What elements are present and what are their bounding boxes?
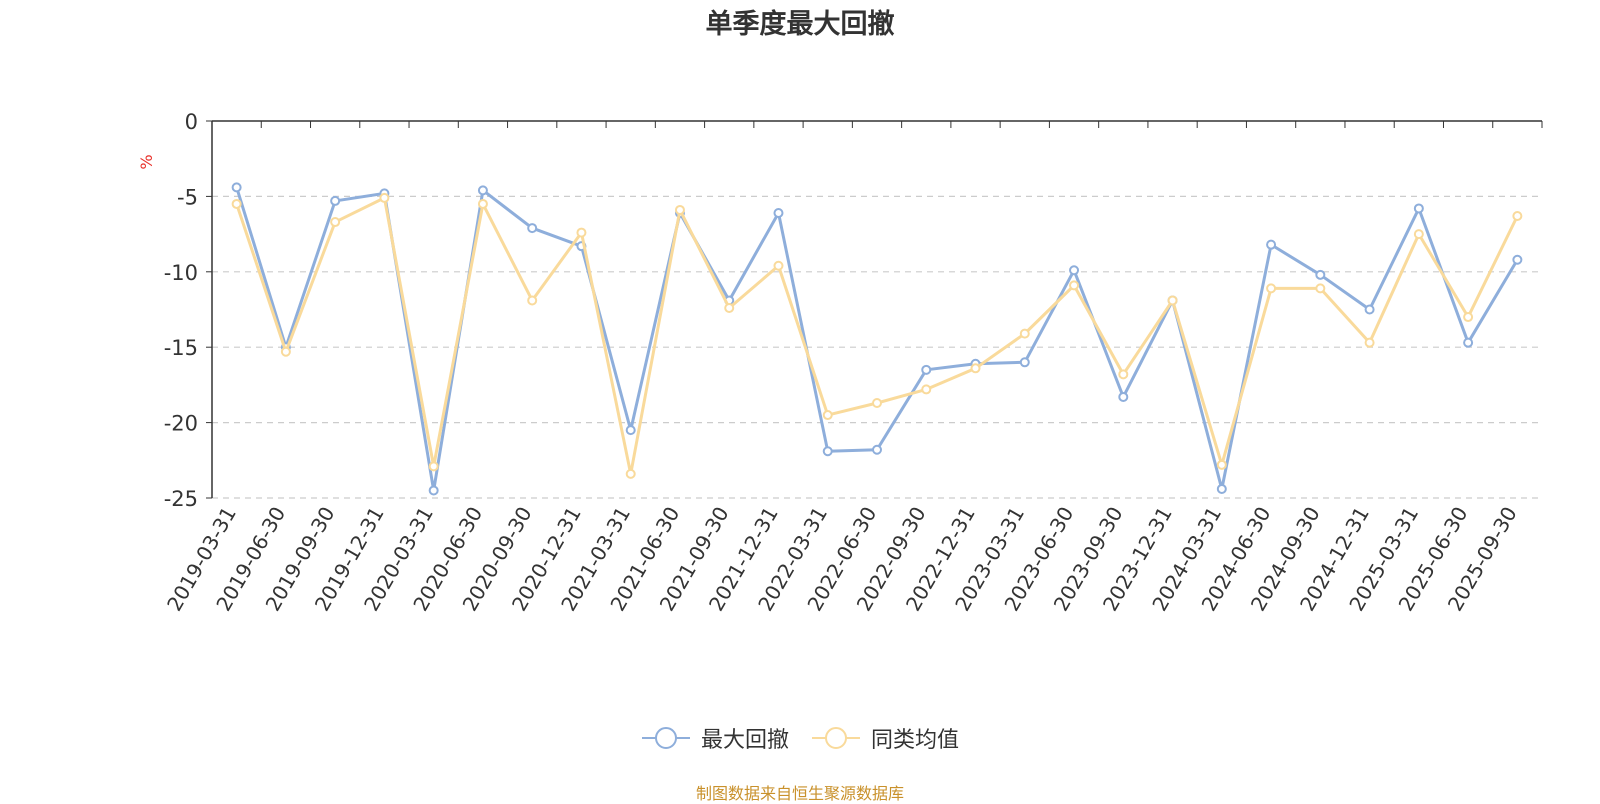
chart-title: 单季度最大回撤 [705,9,895,40]
series-1-point-20 [1216,483,1227,494]
series-2-point-23 [1364,337,1375,348]
series-2-point-4 [428,461,439,472]
series-2-point-2 [330,217,341,228]
series-2-point-3 [379,192,390,203]
legend-item-series-1[interactable]: 最大回撤 [641,722,789,754]
y-tick-label-2: -10 [164,261,198,285]
series-1-point-21 [1266,239,1277,250]
y-tick-label-5: -25 [164,487,198,511]
legend-marker-series-2 [812,727,860,749]
series-2-point-12 [822,410,833,421]
legend-label-series-1: 最大回撤 [700,728,789,753]
y-axis-unit: % [137,154,156,169]
series-2-point-9 [674,204,685,215]
series-2-point-11 [773,260,784,271]
series-1-point-16 [1019,357,1030,368]
series-2-point-13 [872,397,882,408]
y-tick-label-3: -15 [164,336,198,360]
series-1-point-6 [527,223,538,234]
series-1-point-26 [1512,254,1523,265]
y-tick-label-4: -20 [164,412,198,436]
legend-label-series-2: 同类均值 [871,728,960,753]
series-1-point-4 [428,485,439,496]
series-2-point-10 [724,302,735,313]
series-1-point-23 [1364,304,1375,315]
series-2-point-8 [625,468,636,479]
legend-marker-series-1 [641,727,690,749]
series-2-point-14 [921,384,932,395]
series-1-point-18 [1118,391,1129,402]
y-tick-label-0: 0 [185,110,198,134]
series-1-point-11 [773,207,784,218]
series-2-point-25 [1463,312,1474,323]
series-2-point-17 [1069,280,1080,291]
series-1-point-0 [231,182,242,193]
legend-item-series-2[interactable]: 同类均值 [811,722,959,754]
series-line-2 [235,196,1519,476]
series-2-point-6 [527,295,538,306]
series-2-point-18 [1118,369,1129,380]
series-1-point-8 [625,425,636,436]
series-2-point-16 [1019,328,1030,339]
series-2-point-0 [231,198,242,209]
source-note: 制图数据来自恒生聚源数据库 [695,784,904,803]
series-2-point-5 [477,198,488,209]
y-tick-label-1: -5 [177,185,198,209]
series-2-point-22 [1315,283,1326,294]
series-2-point-24 [1413,229,1424,240]
series-1-point-13 [872,444,882,455]
series-1-point-14 [921,364,932,375]
series-2-point-21 [1266,283,1277,294]
series-1-point-22 [1315,269,1326,280]
series-1-point-2 [330,195,341,206]
legend: 最大回撤 同类均值 [0,722,1600,754]
series-1-point-12 [822,446,833,457]
series-2-point-26 [1512,211,1523,222]
series-1-point-25 [1463,337,1474,348]
series-2-point-20 [1216,459,1227,470]
series-2-point-19 [1167,295,1178,306]
series-1-point-17 [1069,265,1080,276]
series-1-point-24 [1413,203,1424,214]
series-2-point-7 [576,227,587,238]
series-1-point-5 [477,185,488,196]
series-2-point-15 [970,363,981,374]
series-2-point-1 [280,346,291,357]
